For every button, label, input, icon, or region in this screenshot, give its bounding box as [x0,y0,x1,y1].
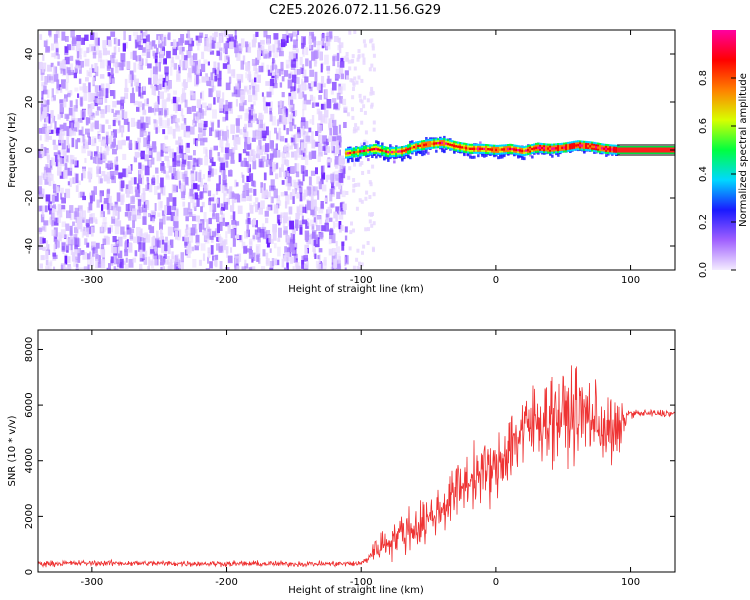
colorbar-tick-label: 0.4 [698,166,709,182]
heatmap-x-tick-label: -100 [350,275,373,286]
heatmap-y-tick-label: 20 [24,96,35,109]
snr-x-tick-label: -100 [350,577,373,588]
colorbar [712,30,736,270]
heatmap-plot-area [38,30,675,270]
heatmap-y-tick-label: -20 [24,190,35,206]
colorbar-label: Normalized spectral amplitude [738,73,749,227]
heatmap-y-tick-label: 0 [24,147,35,153]
snr-x-tick-label: 100 [621,577,640,588]
heatmap-x-ticks: -300 -200 -100 0 100 [81,30,640,286]
heatmap-x-tick-label: -200 [215,275,238,286]
heatmap-y-ticks: -40 -20 0 20 40 [24,48,675,254]
colorbar-tick-label: 0.0 [698,262,709,278]
snr-plot-area [38,365,675,568]
colorbar-tick-label: 0.6 [698,118,709,134]
colorbar-tick-label: 0.2 [698,214,709,230]
heatmap-x-tick-label: -300 [81,275,104,286]
snr-x-tick-label: -200 [215,577,238,588]
snr-x-tick-label: -300 [81,577,104,588]
snr-series-line [38,365,675,568]
snr-x-axis-label: Height of straight line (km) [288,585,424,596]
heatmap-x-axis-label: Height of straight line (km) [288,284,424,295]
heatmap-y-tick-label: 40 [24,48,35,61]
snr-frame [37,329,676,573]
colorbar-tick-label: 0.8 [698,70,709,86]
snr-y-tick-label: 2000 [24,504,35,529]
heatmap-x-tick-label: 0 [493,275,499,286]
snr-y-ticks: 0 2000 4000 6000 8000 [24,337,675,575]
snr-x-tick-label: 0 [493,577,499,588]
colorbar-ticks: 0.0 0.2 0.4 0.6 0.8 [698,70,736,278]
heatmap-x-tick-label: 100 [621,275,640,286]
chart-title: C2E5.2026.072.11.56.G29 [269,3,441,18]
flat-carrier-band [617,144,675,156]
snr-y-axis-label: SNR (10 * v/v) [7,415,18,486]
signal-track [345,135,620,164]
snr-y-tick-label: 6000 [24,392,35,417]
snr-x-ticks: -300 -200 -100 0 100 [81,330,640,588]
snr-y-tick-label: 0 [24,569,35,575]
snr-y-tick-label: 8000 [24,337,35,362]
heatmap-y-tick-label: -40 [24,238,35,254]
snr-y-tick-label: 4000 [24,448,35,473]
noise-region [38,30,376,270]
heatmap-y-axis-label: Frequency (Hz) [7,112,18,188]
